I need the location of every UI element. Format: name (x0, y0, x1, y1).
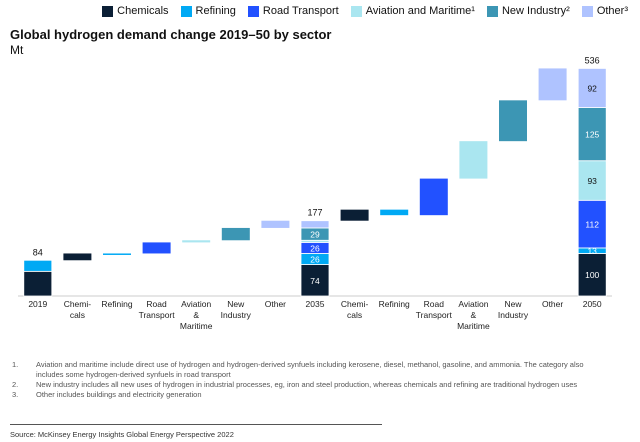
legend-item: Road Transport (247, 5, 339, 17)
legend: Chemicals Refining Road Transport Aviation … (102, 5, 628, 17)
segment-label: 112 (585, 220, 599, 230)
x-tick-label: Chemi- cals (63, 299, 92, 320)
stack-segment (577, 107, 607, 162)
x-tick-label: Other (541, 299, 564, 309)
footnotes: 1. Aviation and maritime include direct u… (12, 360, 602, 400)
x-tick-label: Aviation & Maritime (179, 299, 213, 331)
legend-item: Aviation and Maritime¹ (350, 5, 475, 17)
delta-bar (538, 68, 567, 101)
delta-bar (380, 209, 409, 216)
stack-segment (23, 259, 53, 272)
legend-label: Refining (195, 5, 236, 17)
segment-label: 92 (587, 83, 597, 93)
x-tick-label: Other (264, 299, 287, 309)
total-label: 177 (307, 208, 322, 218)
legend-item: Refining (180, 5, 236, 17)
x-tick-label: Refining (101, 299, 133, 309)
delta-bar (182, 240, 211, 243)
x-tick-label: Refining (378, 299, 410, 309)
legend-swatch (180, 5, 192, 17)
footnote: 3. Other includes buildings and electrici… (12, 390, 602, 400)
footnote-marker: 3. (12, 390, 19, 399)
footnote-text: New industry includes all new uses of hy… (36, 380, 578, 389)
delta-bar (459, 141, 488, 179)
segment-label: 29 (310, 230, 320, 240)
footnote-text: Other includes buildings and electricity… (36, 390, 202, 399)
delta-bar (419, 178, 448, 216)
legend-swatch (581, 5, 593, 17)
footnote: 2. New industry includes all new uses of … (12, 380, 602, 390)
segment-label: 74 (310, 276, 320, 286)
segment-label: 100 (585, 270, 599, 280)
footnote-text: Aviation and maritime include direct use… (36, 360, 584, 379)
legend-label: New Industry² (501, 5, 570, 17)
legend-swatch (486, 5, 498, 17)
x-tick-label: 2050 (582, 299, 602, 309)
x-tick-label: New Industry (497, 299, 529, 320)
chart-subtitle: Mt (10, 43, 24, 57)
segment-label: 26 (310, 243, 320, 253)
footnote-marker: 2. (12, 380, 19, 389)
segment-label: 13 (587, 246, 597, 256)
stack-segment (577, 68, 607, 108)
legend-item: Chemicals (102, 5, 169, 17)
delta-bar (142, 242, 171, 254)
stack-segment (577, 253, 607, 297)
legend-label: Road Transport (262, 5, 339, 17)
delta-bar (261, 220, 290, 228)
footnote-marker: 1. (12, 360, 19, 369)
x-tick-label: Road Transport (138, 299, 175, 320)
delta-bar (499, 100, 527, 142)
stack-segment (577, 160, 607, 201)
footnote: 1. Aviation and maritime include direct u… (12, 360, 602, 380)
legend-label: Other³ (596, 5, 628, 17)
legend-label: Aviation and Maritime¹ (365, 5, 475, 17)
total-label: 536 (585, 55, 600, 65)
delta-bar (340, 209, 369, 221)
delta-bar (103, 253, 131, 255)
x-tick-label: Road Transport (415, 299, 452, 320)
source: Source: McKinsey Energy Insights Global … (10, 430, 234, 439)
stack-segment (300, 264, 330, 297)
x-tick-label: Chemi- cals (340, 299, 369, 320)
stack-segment (23, 270, 53, 297)
legend-item: Other³ (581, 5, 628, 17)
legend-item: New Industry² (486, 5, 570, 17)
x-tick-label: New Industry (220, 299, 251, 320)
x-tick-label: 2035 (305, 299, 325, 309)
legend-swatch (247, 5, 259, 17)
x-tick-label: 2019 (28, 299, 48, 309)
segment-label: 26 (310, 254, 320, 264)
total-label: 84 (33, 247, 43, 257)
segment-label: 93 (587, 176, 597, 186)
legend-swatch (102, 5, 114, 17)
x-tick-label: Aviation & Maritime (457, 299, 490, 331)
delta-bar (63, 253, 92, 261)
delta-bar (221, 227, 250, 241)
stack-segment (300, 220, 330, 229)
legend-swatch (350, 5, 362, 17)
legend-label: Chemicals (117, 5, 169, 17)
source-rule (10, 424, 382, 425)
segment-label: 125 (585, 130, 599, 140)
chart-title: Global hydrogen demand change 2019–50 by… (10, 27, 332, 42)
